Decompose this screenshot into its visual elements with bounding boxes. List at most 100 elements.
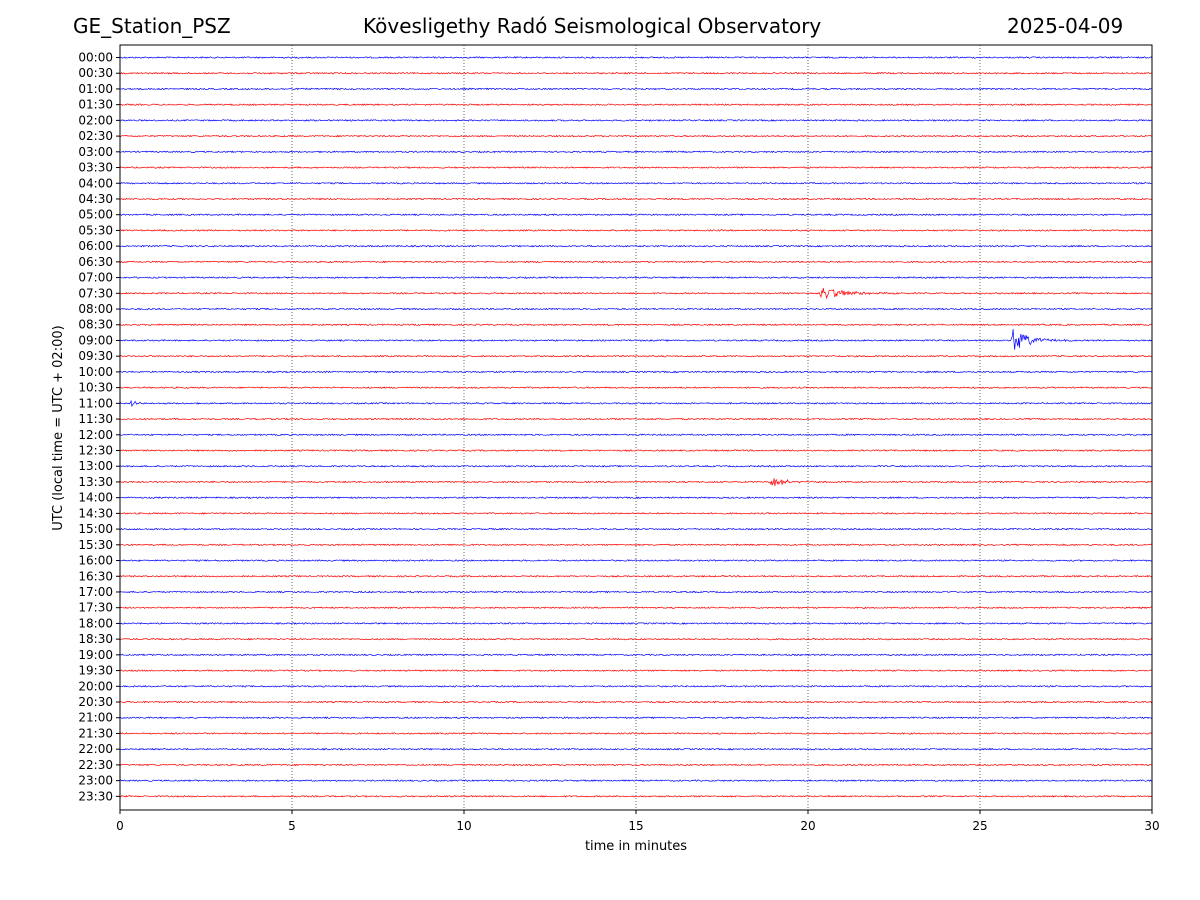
y-tick-label: 21:30 (78, 726, 113, 740)
y-tick-label: 04:30 (78, 192, 113, 206)
trace-0330 (119, 166, 1153, 169)
y-tick-label: 06:00 (78, 239, 113, 253)
x-tick-label: 30 (1144, 819, 1159, 833)
y-tick-label: 08:00 (78, 302, 113, 316)
trace-0300 (119, 150, 1153, 154)
trace-0700 (119, 276, 1153, 279)
plot-frame (119, 44, 1153, 811)
trace-1000 (119, 370, 1153, 374)
trace-0730 (119, 287, 1153, 300)
grid-lines (291, 45, 981, 810)
y-tick-label: 15:30 (78, 538, 113, 552)
trace-1030 (119, 386, 1153, 389)
trace-0130 (119, 103, 1153, 107)
trace-1630 (119, 574, 1153, 578)
x-axis-label: time in minutes (585, 839, 687, 854)
trace-2100 (119, 716, 1153, 720)
trace-2330 (119, 794, 1153, 798)
trace-1830 (119, 637, 1153, 641)
trace-0600 (119, 244, 1153, 248)
y-tick-label: 09:00 (78, 333, 113, 347)
y-tick-label: 23:00 (78, 774, 113, 788)
trace-2000 (119, 684, 1153, 688)
y-tick-label: 06:30 (78, 255, 113, 269)
x-tick-label: 0 (116, 819, 124, 833)
y-tick-label: 18:00 (78, 616, 113, 630)
y-tick-label: 05:30 (78, 223, 113, 237)
y-tick-label: 18:30 (78, 632, 113, 646)
y-tick-label: 16:30 (78, 569, 113, 583)
trace-0200 (119, 119, 1153, 122)
trace-0100 (119, 87, 1153, 91)
trace-0400 (119, 181, 1153, 185)
y-tick-label: 00:30 (78, 66, 113, 80)
trace-0630 (119, 260, 1153, 264)
trace-1130 (119, 417, 1153, 421)
trace-1600 (119, 559, 1153, 562)
y-tick-label: 11:00 (78, 396, 113, 410)
y-tick-label: 02:30 (78, 129, 113, 143)
y-tick-label: 03:30 (78, 161, 113, 175)
y-tick-label: 12:30 (78, 444, 113, 458)
y-tick-label: 22:30 (78, 758, 113, 772)
trace-0000 (119, 56, 1153, 59)
y-tick-label: 14:30 (78, 506, 113, 520)
trace-1900 (119, 653, 1153, 657)
y-tick-label: 13:30 (78, 475, 113, 489)
trace-2130 (119, 732, 1153, 735)
x-tick-label: 25 (972, 819, 987, 833)
y-tick-label: 23:30 (78, 789, 113, 803)
x-tick-label: 15 (628, 819, 643, 833)
y-tick-label: 15:00 (78, 522, 113, 536)
y-tick-label: 19:30 (78, 664, 113, 678)
trace-1100 (119, 399, 1153, 407)
y-tick-label: 09:30 (78, 349, 113, 363)
y-tick-label: 03:00 (78, 145, 113, 159)
trace-2300 (119, 779, 1153, 782)
trace-1400 (119, 496, 1153, 499)
trace-2030 (119, 700, 1153, 704)
trace-1730 (119, 606, 1153, 610)
trace-0930 (119, 354, 1153, 358)
y-tick-label: 22:00 (78, 742, 113, 756)
trace-1800 (119, 622, 1153, 625)
trace-0830 (119, 323, 1153, 327)
y-tick-label: 17:00 (78, 585, 113, 599)
trace-0800 (119, 307, 1153, 311)
y-tick-label: 10:30 (78, 381, 113, 395)
y-tick-label: 01:30 (78, 98, 113, 112)
chart-date: 2025-04-09 (1007, 14, 1124, 38)
y-tick-label: 19:00 (78, 648, 113, 662)
trace-1430 (119, 512, 1153, 515)
y-tick-label: 21:00 (78, 711, 113, 725)
y-tick-label: 12:00 (78, 428, 113, 442)
y-tick-label: 05:00 (78, 208, 113, 222)
x-tick-label: 20 (800, 819, 815, 833)
y-tick-label: 00:00 (78, 51, 113, 65)
y-tick-label: 07:00 (78, 271, 113, 285)
trace-1500 (119, 527, 1153, 531)
trace-1330 (119, 478, 1153, 487)
trace-0030 (119, 71, 1153, 75)
y-tick-label: 16:00 (78, 554, 113, 568)
trace-2230 (119, 763, 1153, 767)
y-tick-label: 17:30 (78, 601, 113, 615)
y-tick-label: 01:00 (78, 82, 113, 96)
trace-1930 (119, 669, 1153, 672)
y-tick-label: 02:00 (78, 113, 113, 127)
trace-1200 (119, 433, 1152, 437)
trace-1530 (119, 543, 1153, 547)
x-ticks: 0 5 10 15 20 25 30 (116, 810, 1160, 833)
y-tick-label: 07:30 (78, 286, 113, 300)
y-axis-label: UTC (local time = UTC + 02:00) (51, 325, 66, 530)
x-tick-label: 10 (456, 819, 471, 833)
y-tick-label: 20:30 (78, 695, 113, 709)
x-tick-label: 5 (288, 819, 296, 833)
seismic-traces (119, 56, 1153, 798)
trace-0430 (119, 197, 1153, 201)
y-tick-label: 11:30 (78, 412, 113, 426)
trace-1700 (119, 590, 1153, 594)
y-tick-label: 08:30 (78, 318, 113, 332)
trace-0900 (119, 329, 1153, 350)
